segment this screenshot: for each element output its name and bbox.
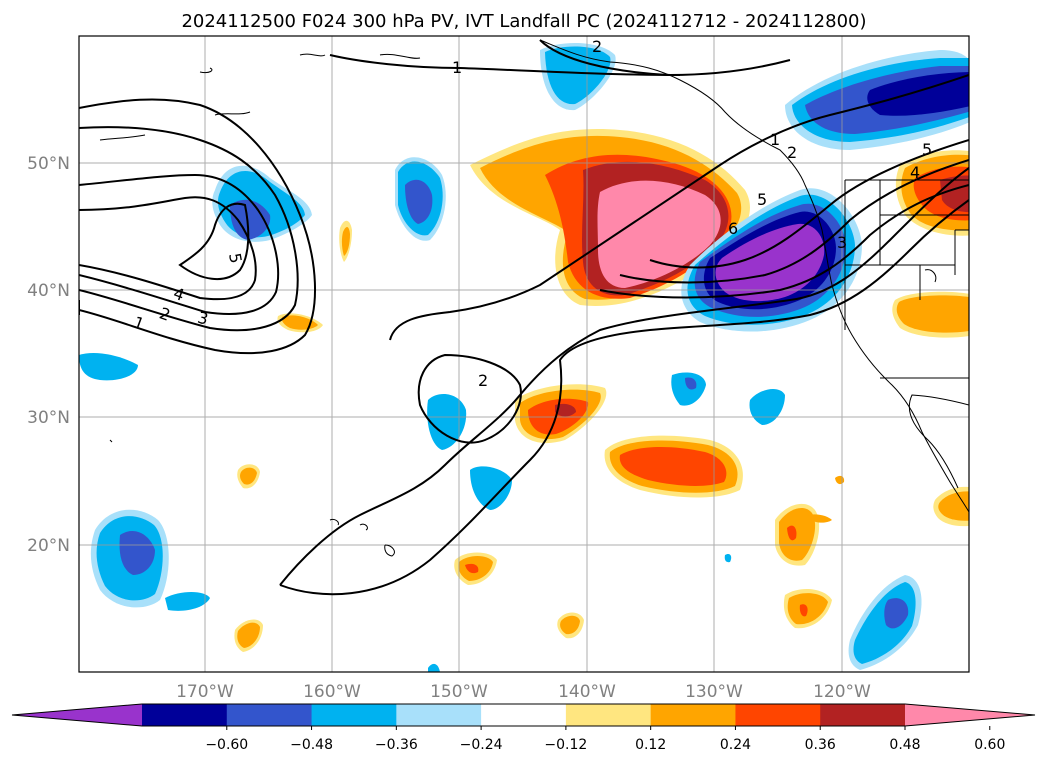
x-tick-label: 170°W [176, 682, 234, 702]
colorbar-segment [142, 704, 228, 726]
colorbar-segment [226, 704, 313, 726]
colorbar-tick-label: −0.24 [460, 737, 503, 753]
contour-labels: 1 2 3 4 5 1 2 5 6 1 2 3 4 5 2 [131, 37, 932, 390]
contour-label: 2 [592, 37, 602, 56]
contour-label: 3 [837, 233, 847, 252]
y-tick-label: 40°N [27, 281, 70, 301]
gridlines [79, 36, 969, 672]
contour-label: 6 [728, 219, 738, 238]
contour-label: 2 [787, 143, 797, 162]
contour-label: 4 [910, 163, 920, 182]
colorbar-tick-label: −0.60 [205, 737, 248, 753]
contour-label: 5 [225, 252, 245, 265]
colorbar-tick-label: 0.48 [889, 737, 920, 753]
contour-label: 5 [922, 140, 932, 159]
map-area: 1 2 3 4 5 1 2 5 6 1 2 3 4 5 2 [79, 36, 969, 672]
pv-contours [79, 39, 969, 596]
contour-label: 1 [452, 58, 462, 77]
colorbar-outline [11, 703, 1036, 727]
contour-label: 3 [196, 308, 211, 329]
colorbar-segment [311, 704, 397, 726]
x-tick-label: 160°W [303, 682, 361, 702]
colorbar-extend-low [12, 704, 142, 726]
colorbar-tick-label: 0.60 [974, 737, 1005, 753]
x-tick-label: 140°W [558, 682, 616, 702]
x-tick-label: 120°W [813, 682, 871, 702]
colorbar-segment [820, 704, 906, 726]
contour-label: 1 [770, 130, 780, 149]
map-frame [78, 35, 970, 673]
colorbar: −0.60 −0.48 −0.36 −0.24 −0.12 0.12 0.24 0.36 0.4… [11, 703, 1036, 753]
colorbar-tick-label: −0.36 [375, 737, 418, 753]
x-tick-label: 150°W [430, 682, 488, 702]
colorbar-segment [396, 704, 482, 726]
y-axis-labels: 50°N 40°N 30°N 20°N [27, 154, 70, 556]
x-tick-label: 130°W [685, 682, 743, 702]
chart-title: 2024112500 F024 300 hPa PV, IVT Landfall… [181, 11, 866, 32]
coastlines [99, 39, 969, 557]
colorbar-segment [735, 704, 821, 726]
colorbar-tick-label: −0.48 [290, 737, 333, 753]
contour-label: 5 [757, 190, 767, 209]
colorbar-tick-label: 0.24 [720, 737, 751, 753]
x-axis-labels: 170°W 160°W 150°W 140°W 130°W 120°W [176, 682, 871, 702]
y-tick-label: 50°N [27, 154, 70, 174]
y-tick-label: 20°N [27, 536, 70, 556]
colorbar-tick-label: 0.12 [635, 737, 666, 753]
colorbar-extend-high [905, 704, 1035, 726]
contour-label: 2 [478, 371, 488, 390]
colorbar-tick-label: 0.36 [805, 737, 836, 753]
y-tick-label: 30°N [27, 408, 70, 428]
colorbar-segment [481, 704, 567, 726]
colorbar-tick-label: −0.12 [544, 737, 587, 753]
small-positive-anomalies [234, 220, 969, 652]
colorbar-segment [650, 704, 736, 726]
positive-anomaly-ne-pacific [470, 129, 750, 306]
small-negative-anomalies [79, 43, 922, 672]
colorbar-segment [565, 704, 652, 726]
